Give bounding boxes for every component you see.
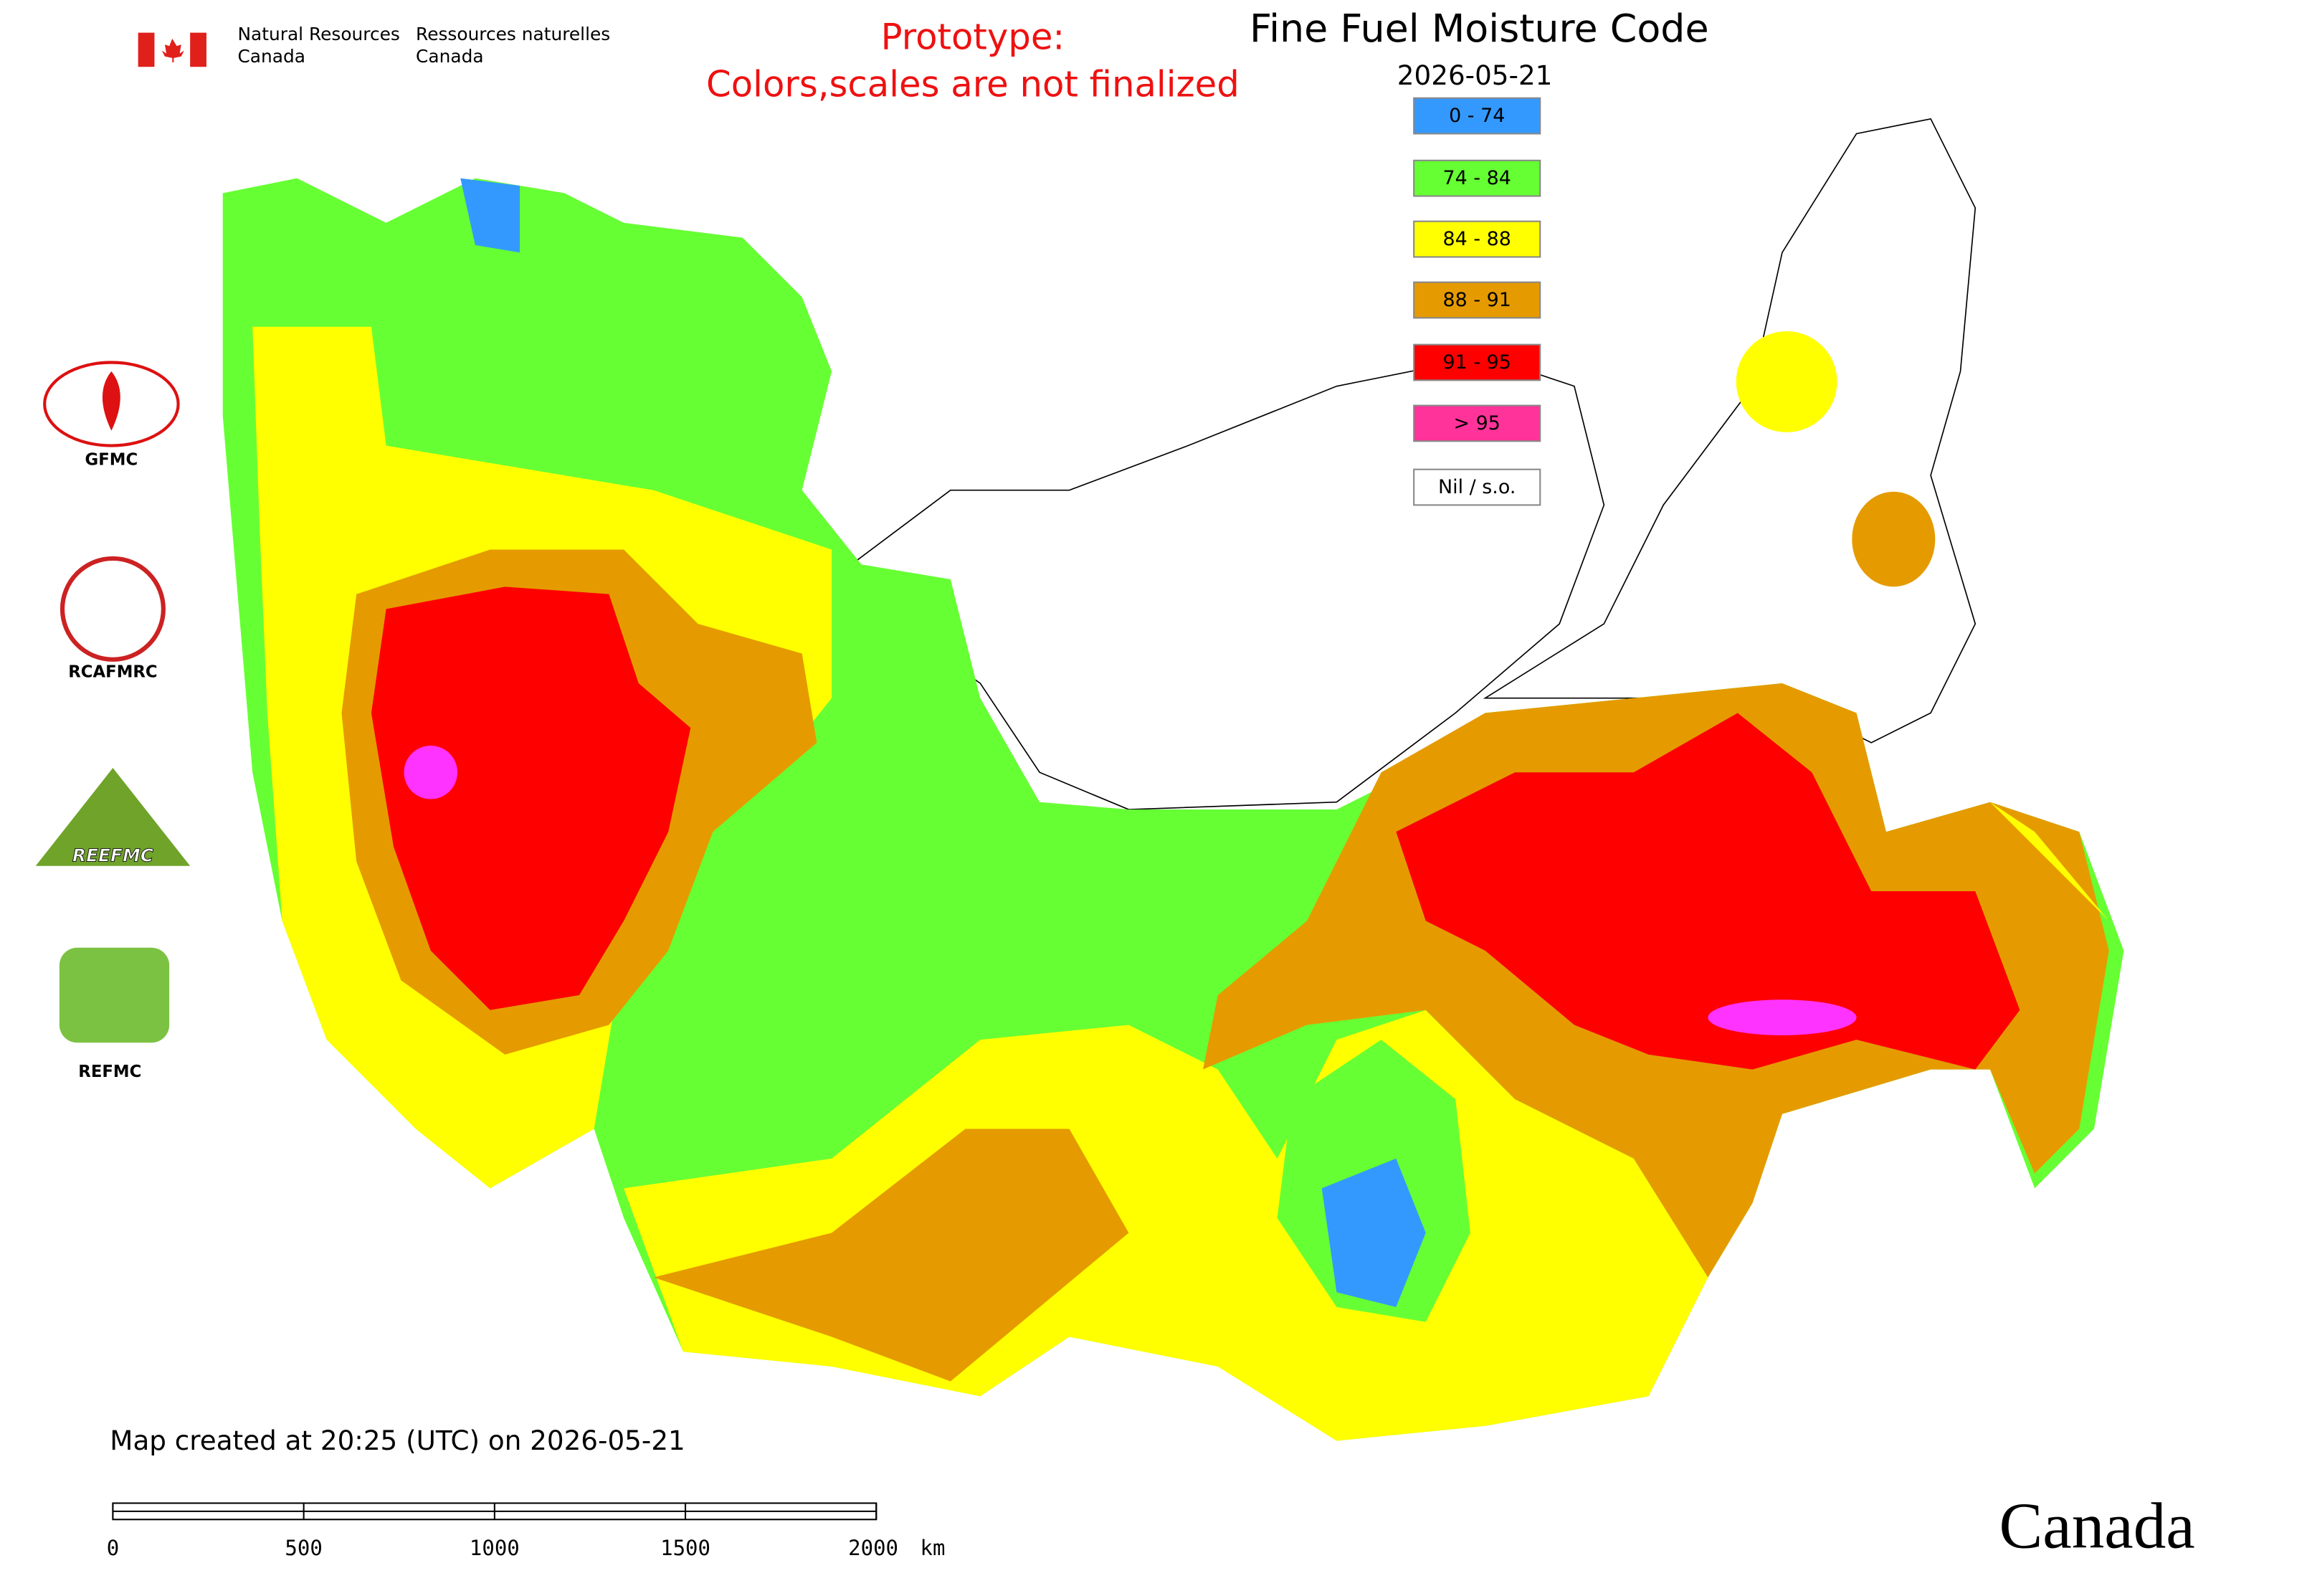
logo-reefmc bbox=[35, 768, 191, 866]
agency-en: Canada bbox=[237, 46, 305, 67]
prototype-note: Prototype: bbox=[881, 16, 1065, 57]
legend-label: 88 - 91 bbox=[1443, 289, 1511, 311]
coastline bbox=[830, 118, 1977, 810]
logo-label: REFMC bbox=[78, 1063, 141, 1081]
legend-label: 84 - 88 bbox=[1443, 228, 1511, 250]
scale-label: 1500 bbox=[660, 1536, 710, 1560]
logo-label: GFMC bbox=[85, 450, 138, 469]
maple-leaf bbox=[161, 38, 184, 63]
flag-band bbox=[190, 32, 206, 67]
land-region bbox=[371, 586, 691, 1010]
scale-label: 1000 bbox=[470, 1536, 520, 1560]
scale-unit: km bbox=[921, 1536, 946, 1560]
scale-label: 0 bbox=[107, 1536, 119, 1560]
legend-label: Nil / s.o. bbox=[1438, 476, 1516, 498]
land-region bbox=[460, 178, 1426, 1308]
logo-rcafmrc bbox=[60, 556, 166, 662]
legend-swatch bbox=[1413, 468, 1541, 506]
flag-band bbox=[138, 32, 155, 67]
legend-swatch bbox=[1413, 97, 1541, 135]
map bbox=[222, 118, 2124, 1441]
land-region bbox=[404, 745, 458, 799]
legend-swatch bbox=[1413, 159, 1541, 197]
legend-swatch bbox=[1413, 343, 1541, 381]
legend-swatch bbox=[1413, 404, 1541, 442]
agency-fr: Canada bbox=[416, 46, 484, 67]
logo-label: REEFMC bbox=[72, 845, 153, 866]
logo-refmc bbox=[59, 947, 170, 1043]
logo-label: RCAFMRC bbox=[68, 663, 157, 682]
map-title: Fine Fuel Moisture Code bbox=[1250, 6, 1709, 51]
partner-logos: GFMC RCAFMRC REEFMC REFMC bbox=[35, 361, 191, 1081]
legend-label: 91 - 95 bbox=[1443, 351, 1511, 374]
legend: 0 - 74 74 - 84 84 - 88 88 - 91 91 - 95 > 95 Ni… bbox=[1413, 97, 1541, 506]
land-region bbox=[1736, 331, 1837, 432]
agency-en: Natural Resources bbox=[237, 24, 399, 44]
created-note: Map created at 20:25 (UTC) on 2026-05-21 bbox=[110, 1425, 685, 1456]
land-region bbox=[1396, 713, 2020, 1070]
agency-signature: Natural Resources Canada Ressources natu… bbox=[138, 24, 610, 67]
prototype-note: Colors,scales are not finalized bbox=[706, 64, 1240, 105]
land-region bbox=[1852, 491, 1936, 587]
scale-label: 500 bbox=[285, 1536, 322, 1560]
legend-swatch bbox=[1413, 281, 1541, 319]
scale-bar: 0 500 1000 1500 2000 km bbox=[107, 1502, 946, 1560]
legend-label: 0 - 74 bbox=[1449, 105, 1505, 127]
logo-gfmc bbox=[43, 361, 180, 447]
land-region bbox=[1708, 999, 1857, 1035]
map-date: 2026-05-21 bbox=[1397, 60, 1553, 91]
legend-swatch bbox=[1413, 220, 1541, 258]
canada-wordmark: Canada bbox=[1999, 1490, 2194, 1562]
legend-label: > 95 bbox=[1454, 412, 1500, 434]
legend-label: 74 - 84 bbox=[1443, 167, 1511, 189]
agency-fr: Ressources naturelles bbox=[416, 24, 610, 44]
logo-flame bbox=[102, 371, 120, 431]
scale-label: 2000 bbox=[848, 1536, 898, 1560]
